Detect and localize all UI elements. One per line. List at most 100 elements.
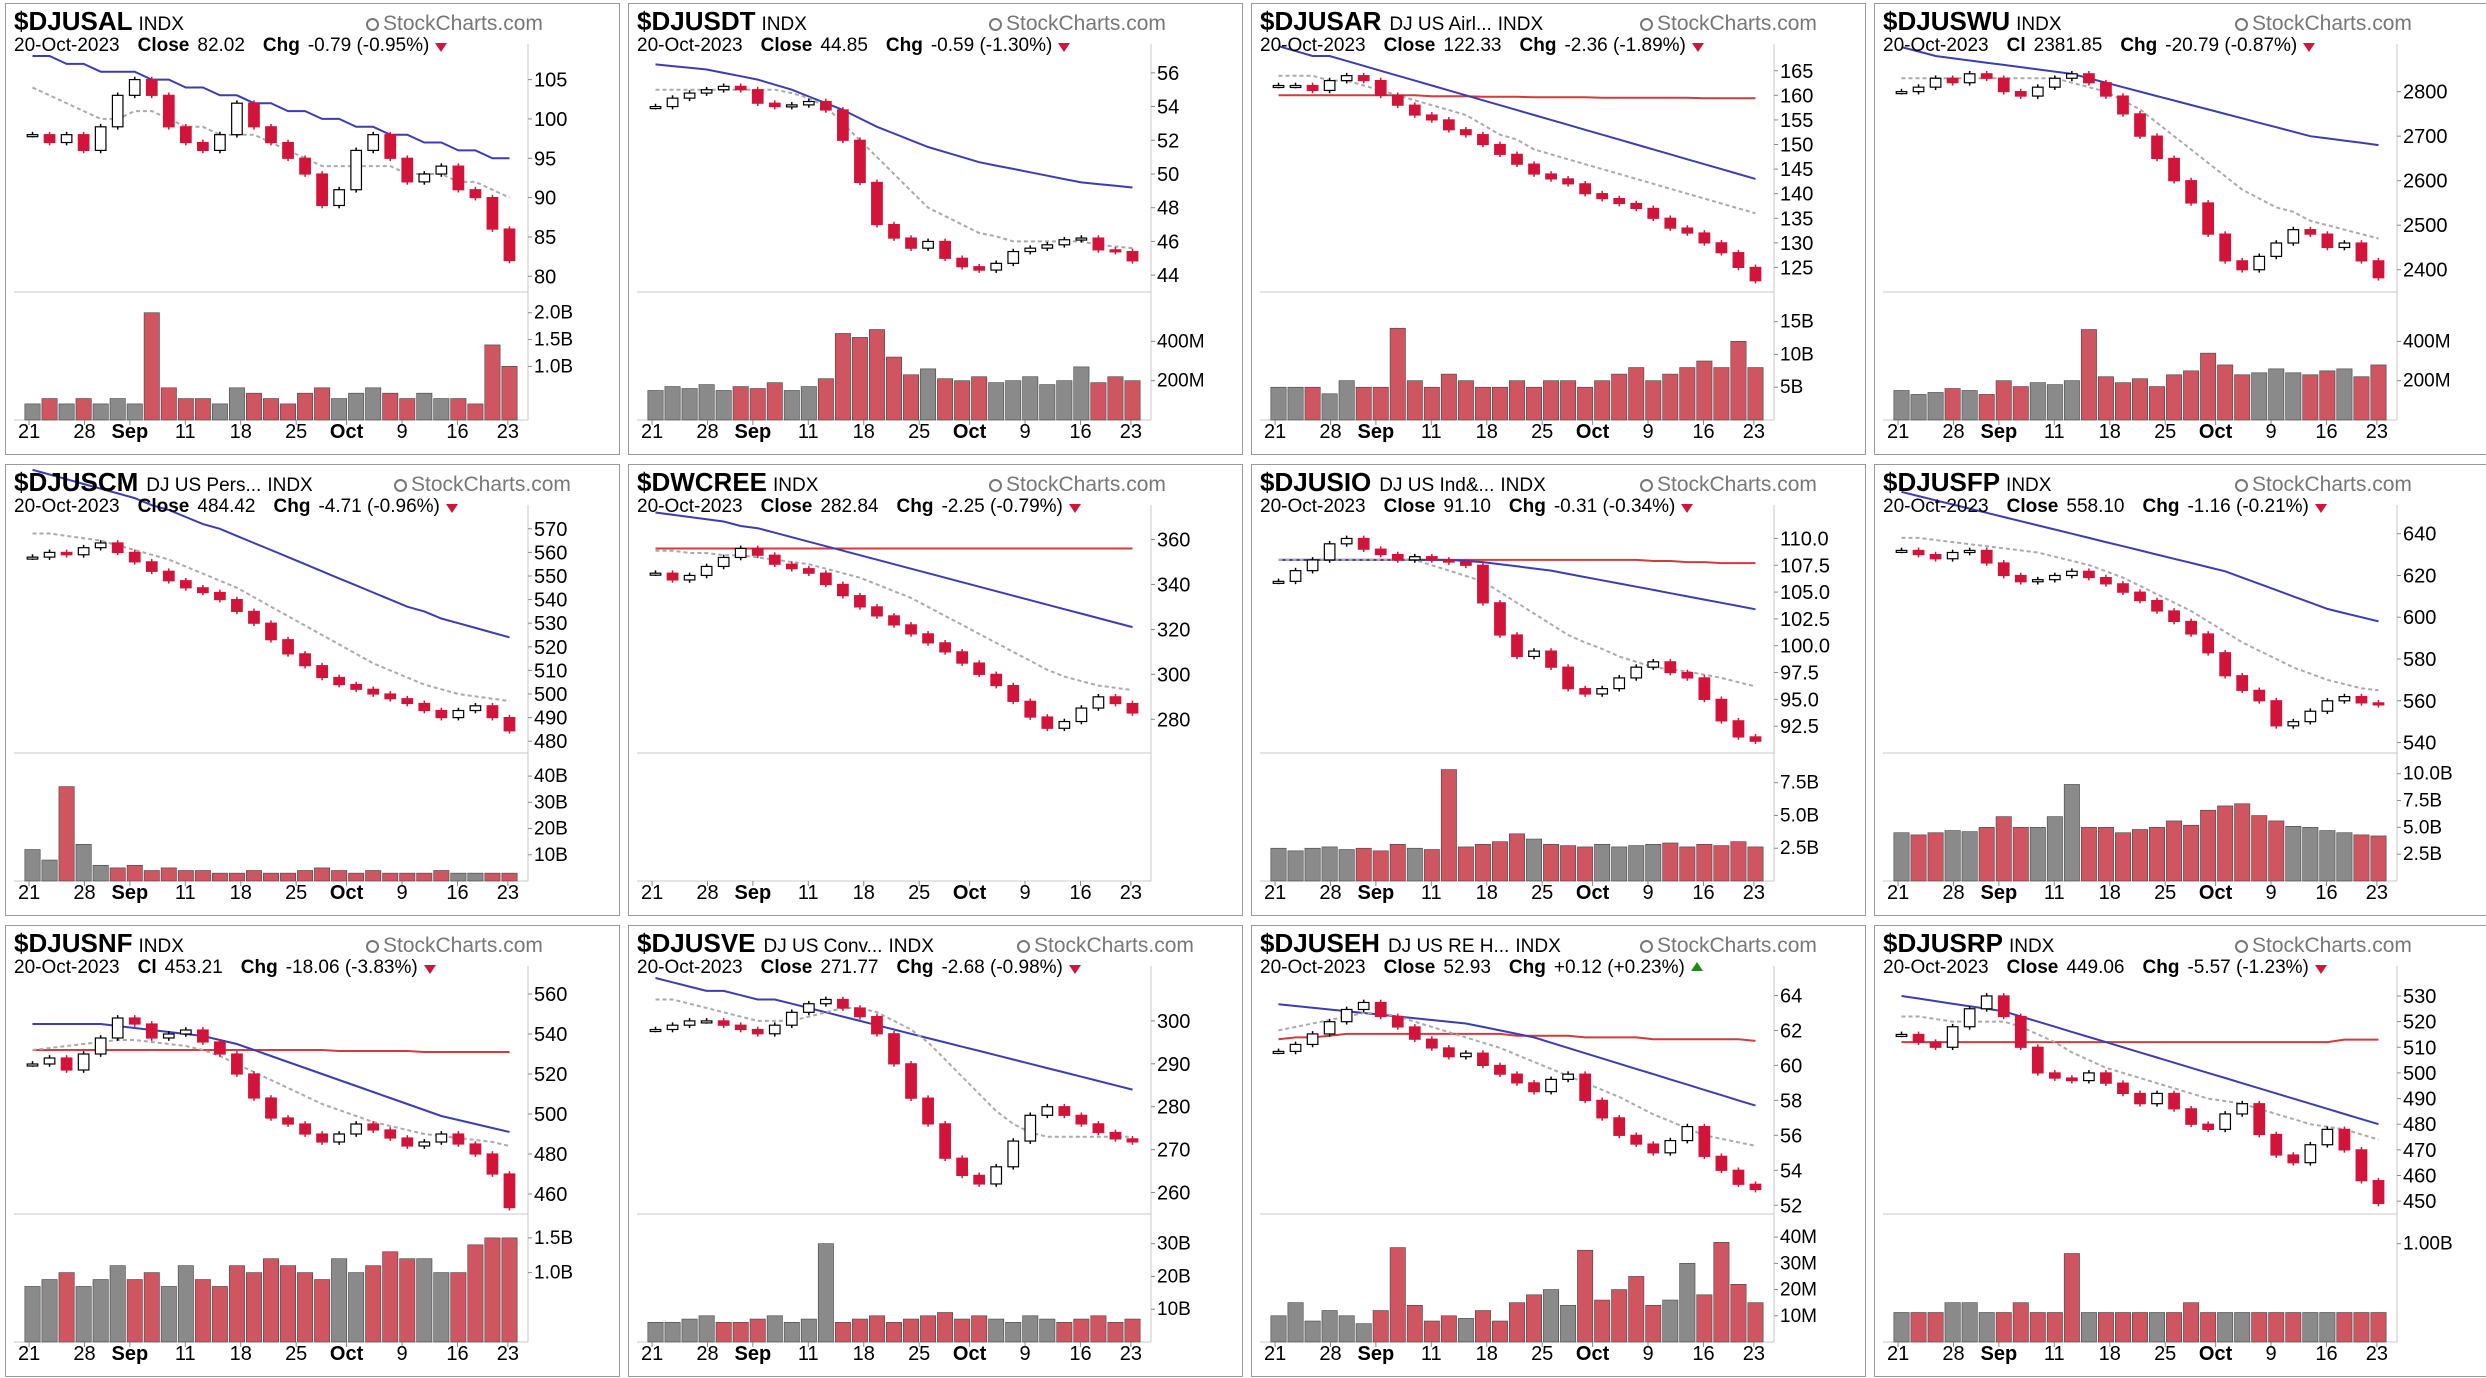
- symbol-description: DJ US Airl...: [1389, 14, 1492, 35]
- chart-panel-dwcree[interactable]: 360 340 320 300 280 21 28 Sep 11 18 25 Oct 9 16 23 $DWC…: [628, 464, 1243, 916]
- stockcharts-brand[interactable]: StockCharts.com: [989, 12, 1166, 36]
- candle: [94, 542, 107, 549]
- volume-bar: [58, 786, 75, 882]
- x-tick-label: Sep: [735, 1343, 772, 1365]
- candle: [469, 705, 482, 712]
- chart-panel-djusrp[interactable]: 1.00B750M500M250M53052051050049048047046…: [1874, 925, 2486, 1377]
- candle: [802, 100, 815, 106]
- price-tick-label: 500: [2403, 1063, 2436, 1085]
- stockcharts-brand[interactable]: StockCharts.com: [1640, 12, 1817, 36]
- volume-bar: [2046, 816, 2063, 882]
- candle: [333, 189, 346, 207]
- x-tick-label: Oct: [330, 421, 364, 443]
- candle: [819, 998, 832, 1005]
- candle: [1997, 995, 2010, 1018]
- candle: [179, 580, 192, 589]
- close-label: Close: [1383, 957, 1436, 978]
- chart-panel-djusnf[interactable]: 1.5B1.0B500M5605405205004804602128Sep111…: [5, 925, 620, 1377]
- x-tick-label: 11: [1421, 421, 1442, 443]
- x-tick-label: 9: [1642, 1343, 1653, 1365]
- symbol-title: $DJUSCM DJ US Pers... INDX: [14, 467, 313, 498]
- x-tick-label: 18: [1476, 1343, 1498, 1365]
- stockcharts-brand[interactable]: StockCharts.com: [2235, 12, 2412, 36]
- stockcharts-brand[interactable]: StockCharts.com: [366, 934, 543, 958]
- ma-fast-line: [1901, 77, 2379, 240]
- volume-bar: [1287, 386, 1304, 421]
- candle: [871, 181, 883, 226]
- volume-bar: [2336, 1312, 2353, 1343]
- chart-panel-djusio[interactable]: 7.5B 5.0B 2.5B 110.0 107.5 105.0 102.5 100.0 97.…: [1251, 464, 1866, 916]
- x-tick-label: 11: [2044, 882, 2065, 904]
- stockcharts-brand[interactable]: StockCharts.com: [394, 473, 571, 497]
- x-tick-label: 25: [2154, 882, 2176, 904]
- quote-line: 20-Oct-2023 Close 484.42 Chg -4.71 (-0.96%): [14, 496, 440, 518]
- stockcharts-brand[interactable]: StockCharts.com: [2235, 473, 2412, 497]
- candle: [1323, 1021, 1336, 1035]
- candle: [1732, 720, 1745, 738]
- candle: [2014, 574, 2027, 583]
- chart-canvas: 40M 30M 20M 10M 64 62 60 58 56 54 52 21 28 Sep 11 18 25 O…: [1260, 966, 1817, 1365]
- x-tick-label: 23: [2366, 1343, 2388, 1365]
- candle: [77, 547, 90, 556]
- candle: [1477, 134, 1489, 146]
- volume-bar: [2268, 368, 2285, 421]
- volume-bar: [1372, 850, 1389, 882]
- volume-bar: [1662, 842, 1679, 882]
- volume-bar: [2132, 829, 2148, 882]
- candle: [1289, 84, 1302, 89]
- candle: [1058, 1106, 1071, 1116]
- candle: [1306, 1033, 1319, 1046]
- x-tick-label: 16: [1692, 421, 1714, 443]
- candle: [452, 165, 465, 191]
- volume-bar: [297, 870, 314, 882]
- volume-tick-label: 1.0B: [534, 1263, 573, 1284]
- stockcharts-logo-icon: [1017, 940, 1030, 953]
- quote-date: 20-Oct-2023: [1883, 957, 1989, 978]
- candle: [888, 615, 900, 626]
- x-tick-label: 11: [2044, 1343, 2065, 1365]
- candle: [486, 197, 499, 230]
- ma-fast-line: [1278, 558, 1756, 688]
- price-tick-label: 640: [2403, 524, 2436, 546]
- x-tick-label: 11: [798, 882, 819, 904]
- volume-bar: [800, 386, 817, 421]
- volume-bar: [24, 403, 41, 421]
- x-tick-label: 21: [1887, 421, 1909, 443]
- volume-bar: [1893, 832, 1910, 882]
- stockcharts-brand[interactable]: StockCharts.com: [989, 473, 1166, 497]
- stockcharts-logo-icon: [394, 479, 407, 492]
- stockcharts-brand[interactable]: StockCharts.com: [366, 12, 543, 36]
- chart-panel-djusve[interactable]: 30B 20B 10B 300 290 280 270 260 21 28 Sep 11 18 25 Oct…: [628, 925, 1243, 1377]
- chart-panel-djusal[interactable]: 2.0B1.5B1.0B500M105100959085802128Sep111…: [5, 3, 620, 455]
- stockcharts-brand[interactable]: StockCharts.com: [1017, 934, 1194, 958]
- stockcharts-brand[interactable]: StockCharts.com: [1640, 473, 1817, 497]
- volume-bar: [280, 872, 296, 882]
- candle: [2048, 1072, 2061, 1079]
- price-tick-label: 110.0: [1780, 528, 1829, 550]
- chart-panel-djusdt[interactable]: 400M 200M 56 54 52 50 48 46 44 21 28 Sep 11 18 25 Oct 9 1…: [628, 3, 1243, 455]
- symbol-description: DJ US Conv...: [763, 936, 883, 957]
- chart-panel-djusfp[interactable]: 10.0B 7.5B 5.0B 2.5B 640 620 600 580 560 540 21 28 S…: [1874, 464, 2486, 916]
- stockcharts-brand[interactable]: StockCharts.com: [1640, 934, 1817, 958]
- chart-panel-djuswu[interactable]: 400M 200M 2800 2700 2600 2500 2400 21 28 Sep 11 18 2…: [1874, 3, 2486, 455]
- volume-bar: [2115, 832, 2131, 882]
- candle: [990, 262, 1003, 271]
- price-tick-label: 300: [1157, 1011, 1190, 1033]
- candle: [956, 257, 969, 268]
- chart-panel-djuseh[interactable]: 40M 30M 20M 10M 64 62 60 58 56 54 52 21 28 Sep 11 18 25 O…: [1251, 925, 1866, 1377]
- price-tick-label: 570: [534, 519, 567, 541]
- candle: [1630, 202, 1643, 210]
- close-label: Close: [1383, 496, 1436, 517]
- stockcharts-brand[interactable]: StockCharts.com: [2235, 934, 2412, 958]
- price-tick-label: 140: [1780, 184, 1813, 206]
- volume-bar: [1270, 847, 1287, 882]
- change-value: -2.36 (-1.89%): [1564, 35, 1686, 56]
- x-tick-label: 21: [641, 421, 663, 443]
- chart-panel-djuscm[interactable]: 40B 30B 20B 10B 570 560 550 540 530 520 510 500 490 4…: [5, 464, 620, 916]
- x-tick-label: 23: [1743, 421, 1765, 443]
- candle: [1041, 244, 1054, 249]
- candle: [2014, 1015, 2027, 1048]
- chart-panel-djusar[interactable]: 15B 10B 5B 165 160 155 150 145 140 135 130 125 21 28 S…: [1251, 3, 1866, 455]
- candle: [1980, 995, 1993, 1010]
